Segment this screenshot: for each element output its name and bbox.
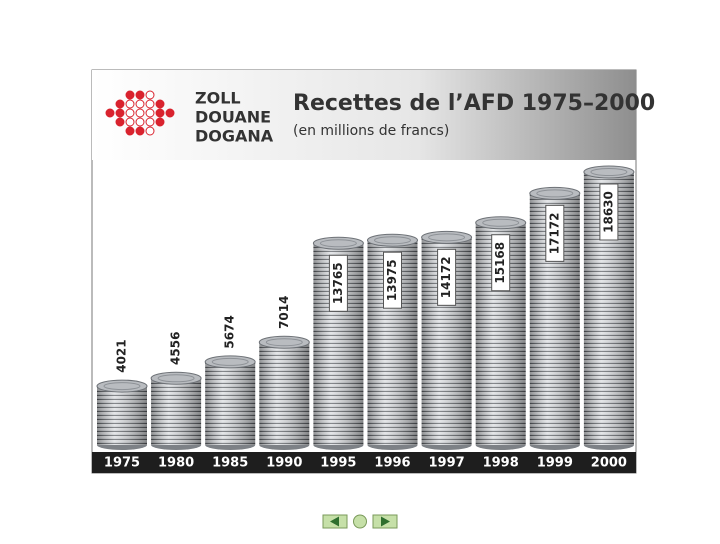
x-tick-label: 1996 (374, 456, 410, 471)
chart-subtitle: (en millions de francs) (293, 123, 449, 139)
home-button[interactable] (353, 514, 367, 529)
x-tick-label: 1980 (158, 456, 194, 471)
logo-dot (125, 117, 135, 127)
x-tick-label: 1998 (483, 456, 519, 471)
coin-face (103, 382, 141, 391)
stack-shade (97, 386, 147, 445)
coin-stack (96, 379, 148, 450)
logo-dot (135, 117, 145, 127)
value-label: 5674 (223, 315, 237, 348)
coin-stack (258, 335, 310, 450)
logo-dot (145, 90, 155, 100)
logo-dot (135, 108, 145, 118)
logo-dot (125, 90, 135, 100)
logo-text: DOGANA (195, 127, 274, 146)
logo-dot (145, 108, 155, 118)
logo-dot (115, 108, 125, 118)
coin-stack (421, 230, 473, 450)
logo-dot (155, 99, 165, 109)
x-tick-label: 1975 (104, 456, 140, 471)
coin-stack (529, 186, 581, 450)
coin-face (319, 239, 357, 248)
logo-dot (125, 108, 135, 118)
coin-face (374, 236, 411, 245)
logo-dot (165, 108, 175, 118)
value-label: 13975 (385, 259, 399, 301)
logo-dot (135, 126, 145, 136)
x-tick-label: 2000 (591, 456, 627, 471)
logo-dot (155, 117, 165, 127)
value-label-box (328, 254, 348, 312)
prev-button[interactable] (322, 514, 348, 529)
coin-face (157, 374, 195, 383)
chart-title: Recettes de l’AFD 1975–2000 (293, 91, 655, 116)
logo-text: ZOLL (195, 89, 241, 108)
logo-text: DOUANE (195, 108, 271, 127)
value-label: 4556 (169, 332, 183, 365)
coin-face (265, 338, 303, 347)
stack-shade (259, 342, 310, 445)
coin-stack (583, 165, 635, 450)
next-button[interactable] (372, 514, 398, 529)
value-label: 17172 (547, 212, 561, 254)
value-label: 7014 (277, 296, 291, 329)
coin-face (211, 357, 249, 366)
value-label: 13765 (331, 262, 345, 304)
logo-dot (145, 126, 155, 136)
coin-stack (367, 233, 418, 450)
logo-mark (105, 90, 175, 136)
logo-dot (115, 99, 125, 109)
logo-dot (135, 90, 145, 100)
x-tick-label: 1995 (320, 456, 356, 471)
x-tick-label: 1997 (429, 456, 465, 471)
value-label-box (383, 251, 402, 309)
logo-dot (135, 99, 145, 109)
value-label: 4021 (115, 339, 129, 372)
coin-stack (204, 355, 256, 450)
value-label: 18630 (601, 191, 615, 233)
value-label: 14172 (439, 256, 453, 298)
value-label-box (545, 204, 565, 262)
value-label-box (599, 183, 619, 241)
coin-face (536, 189, 574, 198)
x-tick-label: 1985 (212, 456, 248, 471)
logo-dot (145, 99, 155, 109)
x-tick-label: 1990 (266, 456, 302, 471)
x-tick-label: 1999 (537, 456, 573, 471)
value-label-box (437, 248, 457, 306)
logo-dot (145, 117, 155, 127)
header-band (92, 70, 636, 160)
logo-dot (155, 108, 165, 118)
coin-face (428, 233, 466, 242)
coin-stack (312, 236, 364, 450)
coin-stack (150, 371, 202, 450)
coin-face (482, 218, 520, 227)
value-label: 15168 (493, 242, 507, 284)
stack-shade (205, 361, 256, 445)
logo-dot (115, 117, 125, 127)
stack-shade (151, 378, 202, 445)
nav-bar (322, 514, 398, 529)
category-band (92, 452, 636, 473)
logo-dot (105, 108, 115, 118)
logo-dot (125, 126, 135, 136)
value-label-box (491, 234, 511, 292)
coin-face (590, 168, 628, 176)
logo-dot (125, 99, 135, 109)
